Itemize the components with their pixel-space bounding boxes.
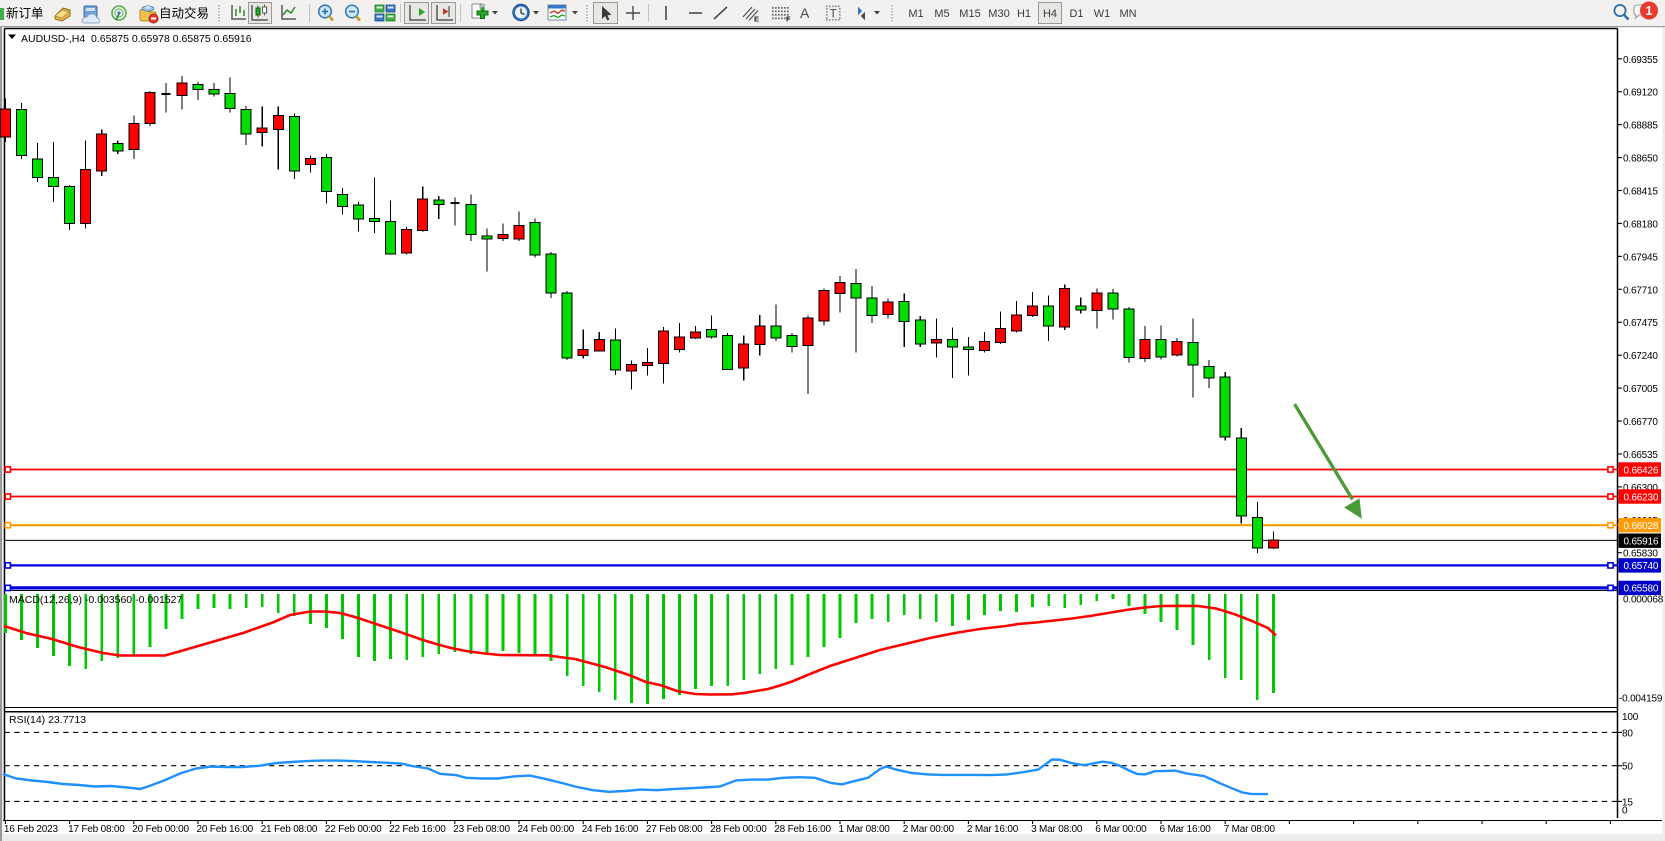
svg-text:0.68180: 0.68180 — [1623, 219, 1658, 230]
svg-text:0.68650: 0.68650 — [1623, 154, 1658, 165]
svg-text:20 Feb 00:00: 20 Feb 00:00 — [132, 824, 189, 835]
svg-text:23 Feb 08:00: 23 Feb 08:00 — [453, 824, 510, 835]
svg-text:0.66770: 0.66770 — [1623, 417, 1658, 428]
svg-text:T: T — [830, 7, 838, 21]
svg-text:17 Feb 08:00: 17 Feb 08:00 — [68, 824, 125, 835]
svg-text:-0.004159: -0.004159 — [1619, 694, 1663, 705]
svg-text:7 Mar 08:00: 7 Mar 08:00 — [1224, 824, 1276, 835]
svg-text:H4: H4 — [1043, 8, 1057, 20]
svg-text:F: F — [786, 15, 791, 24]
svg-text:2 Mar 00:00: 2 Mar 00:00 — [903, 824, 955, 835]
svg-text:0.65740: 0.65740 — [1624, 561, 1659, 572]
svg-text:6 Mar 00:00: 6 Mar 00:00 — [1095, 824, 1147, 835]
svg-text:0.67005: 0.67005 — [1623, 384, 1658, 395]
svg-text:M30: M30 — [988, 8, 1009, 20]
svg-text:RSI(14) 23.7713: RSI(14) 23.7713 — [9, 714, 86, 726]
svg-text:21 Feb 08:00: 21 Feb 08:00 — [261, 824, 318, 835]
svg-text:50: 50 — [1622, 762, 1633, 773]
svg-text:MACD(12,26,9) -0.003560 -0.001: MACD(12,26,9) -0.003560 -0.001527 — [9, 594, 183, 606]
svg-text:0.66426: 0.66426 — [1624, 465, 1659, 476]
svg-text:0.65830: 0.65830 — [1623, 549, 1658, 560]
svg-text:3 Mar 08:00: 3 Mar 08:00 — [1031, 824, 1083, 835]
svg-text:0.65916: 0.65916 — [1624, 537, 1659, 548]
svg-text:0.65580: 0.65580 — [1624, 584, 1659, 595]
svg-text:28 Feb 00:00: 28 Feb 00:00 — [710, 824, 767, 835]
svg-text:0.000068: 0.000068 — [1623, 595, 1664, 606]
svg-text:AUDUSD-,H4 0.65875 0.65978 0.: AUDUSD-,H4 0.65875 0.65978 0.65875 0.659… — [21, 33, 252, 45]
svg-text:80: 80 — [1622, 728, 1633, 739]
svg-text:M1: M1 — [908, 8, 923, 20]
svg-text:M5: M5 — [934, 8, 949, 20]
svg-text:0.66028: 0.66028 — [1624, 521, 1659, 532]
svg-text:22 Feb 16:00: 22 Feb 16:00 — [389, 824, 446, 835]
svg-text:6 Mar 16:00: 6 Mar 16:00 — [1160, 824, 1212, 835]
svg-text:M15: M15 — [959, 8, 980, 20]
svg-text:D1: D1 — [1069, 8, 1083, 20]
svg-text:0.66300: 0.66300 — [1623, 483, 1658, 494]
svg-text:0.69355: 0.69355 — [1623, 55, 1658, 66]
svg-text:自动交易: 自动交易 — [159, 6, 209, 21]
svg-text:0.69120: 0.69120 — [1623, 88, 1658, 99]
svg-text:H1: H1 — [1017, 8, 1031, 20]
svg-text:15: 15 — [1622, 797, 1633, 808]
svg-text:0: 0 — [1622, 806, 1628, 817]
svg-text:0.67945: 0.67945 — [1623, 252, 1658, 263]
svg-text:27 Feb 08:00: 27 Feb 08:00 — [646, 824, 703, 835]
svg-text:22 Feb 00:00: 22 Feb 00:00 — [325, 824, 382, 835]
svg-text:24 Feb 16:00: 24 Feb 16:00 — [582, 824, 639, 835]
svg-text:W1: W1 — [1094, 8, 1111, 20]
svg-text:0.67710: 0.67710 — [1623, 285, 1658, 296]
svg-text:MN: MN — [1119, 8, 1136, 20]
svg-text:0.66535: 0.66535 — [1623, 450, 1658, 461]
svg-text:E: E — [754, 15, 759, 24]
svg-text:0.68415: 0.68415 — [1623, 187, 1658, 198]
svg-text:28 Feb 16:00: 28 Feb 16:00 — [774, 824, 831, 835]
svg-text:新订单: 新订单 — [6, 6, 44, 21]
svg-text:A: A — [800, 5, 810, 21]
svg-text:0.67475: 0.67475 — [1623, 318, 1658, 329]
svg-text:0.67240: 0.67240 — [1623, 351, 1658, 362]
svg-text:2 Mar 16:00: 2 Mar 16:00 — [967, 824, 1019, 835]
svg-text:20 Feb 16:00: 20 Feb 16:00 — [197, 824, 254, 835]
svg-text:24 Feb 00:00: 24 Feb 00:00 — [518, 824, 575, 835]
svg-text:0.66230: 0.66230 — [1624, 492, 1659, 503]
svg-text:0.68885: 0.68885 — [1623, 121, 1658, 132]
svg-text:100: 100 — [1622, 712, 1639, 723]
svg-text:1: 1 — [1646, 4, 1653, 18]
svg-text:1 Mar 08:00: 1 Mar 08:00 — [839, 824, 891, 835]
svg-text:16 Feb 2023: 16 Feb 2023 — [4, 824, 59, 835]
